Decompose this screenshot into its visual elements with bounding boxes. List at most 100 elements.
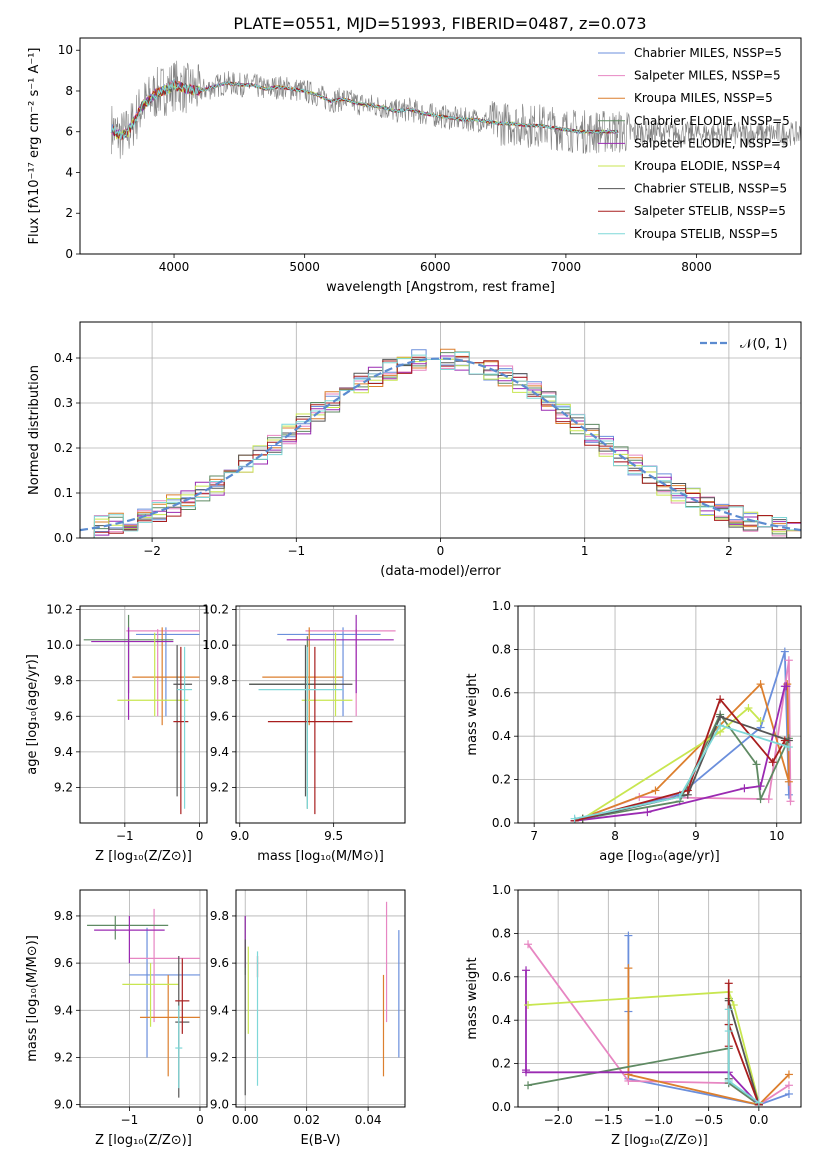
y-tick-label: 0.4 (492, 729, 511, 743)
plot-frame (79, 605, 208, 824)
plot-frame (79, 321, 802, 539)
age-vs-mass-plot-area (249, 614, 396, 815)
y-tick-label: 9.8 (54, 674, 73, 688)
legend-entry: Salpeter MILES, NSSP=5 (634, 69, 781, 83)
mass-weight-vs-age-plot-area (570, 647, 795, 823)
age-vs-Z-plot-area (83, 614, 200, 815)
x-axis-label: mass [log₁₀(M/M⊙)] (257, 849, 384, 864)
mass-weight-series-line (574, 724, 790, 820)
mass-weight-series-line (582, 706, 762, 820)
y-tick-label: 9.2 (54, 1050, 73, 1064)
y-tick-label: 9.0 (54, 1098, 73, 1112)
y-tick-label: 9.8 (54, 909, 73, 923)
spectrum-plot-area (110, 60, 801, 159)
y-tick-label: 0 (65, 247, 73, 261)
y-tick-label: 9.0 (210, 1098, 229, 1112)
x-tick-label: 6000 (420, 260, 451, 274)
x-tick-label: −0.5 (694, 1113, 723, 1127)
panel-age-vs-mass: 9.0 9.5 9.2 9.4 9.6 9.8 10.0 10.2 mass [log₁₀(M/… (202, 603, 406, 864)
x-axis-label: Z [log₁₀(Z/Z⊙)] (95, 849, 192, 864)
y-tick-label: 0.4 (54, 351, 73, 365)
mass-weight-series-line (582, 712, 790, 820)
plot-frame (235, 889, 406, 1108)
y-tick-label: 9.6 (210, 709, 229, 723)
x-axis-label: age [log₁₀(age/yr)] (599, 849, 720, 864)
plot-frame (517, 605, 802, 824)
legend-entry: Chabrier ELODIE, NSSP=5 (634, 114, 790, 128)
x-axis-label: (data-model)/error (380, 564, 501, 579)
panel-residuals: −2 −1 0 1 2 0.0 0.1 0.2 0.3 0.4 (data-model)/error… (27, 321, 802, 579)
x-tick-label: 9.5 (324, 829, 343, 843)
y-tick-label: 10.0 (46, 638, 73, 652)
y-tick-label: 0.1 (54, 486, 73, 500)
y-tick-label: 10 (58, 43, 73, 57)
y-tick-label: 10.2 (46, 603, 73, 617)
y-tick-label: 9.4 (54, 745, 73, 759)
y-tick-label: 9.8 (210, 909, 229, 923)
y-tick-label: 8 (65, 84, 73, 98)
y-tick-label: 0.8 (492, 642, 511, 656)
legend-entry: Kroupa ELODIE, NSSP=4 (634, 159, 781, 173)
x-axis-label: wavelength [Angstrom, rest frame] (326, 280, 555, 295)
y-tick-label: 4 (65, 165, 73, 179)
mass-vs-EBV-plot-area (244, 901, 400, 1096)
panel-mass-weight-vs-Z: −2.0 −1.5 −1.0 −0.5 0.0 0.0 0.2 0.4 0.6 0.8 1.0 Z [… (465, 883, 802, 1148)
legend-entry: Kroupa MILES, NSSP=5 (634, 91, 773, 105)
panel-mass-weight-vs-age: 7 8 9 10 0.0 0.2 0.4 0.6 0.8 1.0 age [log₁₀(age/yr… (465, 599, 802, 864)
x-axis-label: Z [log₁₀(Z/Z⊙)] (95, 1133, 192, 1148)
y-tick-label: 9.4 (210, 1003, 229, 1017)
observed-spectrum-line (111, 60, 801, 159)
x-tick-label: 9.0 (230, 829, 249, 843)
y-axis-label: mass weight (465, 673, 480, 755)
x-tick-label: −1 (121, 1113, 139, 1127)
y-tick-label: 0.2 (492, 1057, 511, 1071)
y-tick-label: 2 (65, 206, 73, 220)
y-tick-label: 9.6 (210, 956, 229, 970)
x-tick-label: 4000 (159, 260, 190, 274)
figure-title: PLATE=0551, MJD=51993, FIBERID=0487, z=0… (233, 14, 646, 33)
y-tick-label: 9.6 (54, 709, 73, 723)
mass-weight-series-line (574, 682, 790, 822)
mass-weight-vs-Z-plot-area (522, 931, 793, 1107)
panel-mass-vs-EBV: 0.00 0.02 0.04 9.0 9.2 9.4 9.6 9.8 E(B-V) (210, 889, 406, 1148)
mass-weight-series-line (627, 968, 790, 1106)
normal-reference-curve (80, 357, 801, 532)
x-tick-label: 0.0 (749, 1113, 768, 1127)
x-tick-label: 8000 (681, 260, 712, 274)
y-axis-label: mass [log₁₀(M/M⊙)] (25, 935, 40, 1062)
y-axis-label: Normed distribution (27, 365, 42, 495)
y-tick-label: 0.6 (492, 686, 511, 700)
x-tick-label: 0 (437, 544, 445, 558)
residual-histogram-step (93, 352, 801, 538)
residuals-plot-area (80, 348, 801, 538)
y-tick-label: 0.4 (492, 1013, 511, 1027)
y-tick-label: 9.4 (54, 1003, 73, 1017)
x-tick-label: 7000 (551, 260, 582, 274)
y-tick-label: 0.2 (492, 773, 511, 787)
y-tick-label: 1.0 (492, 599, 511, 613)
plot-frame (79, 889, 208, 1108)
y-tick-label: 0.3 (54, 396, 73, 410)
x-tick-label: −1 (116, 829, 134, 843)
x-tick-label: 0.00 (232, 1113, 259, 1127)
y-tick-label: 9.6 (54, 956, 73, 970)
y-tick-label: 9.2 (210, 780, 229, 794)
panel-age-vs-Z: −1 0 9.2 9.4 9.6 9.8 10.0 10.2 Z [log₁₀(Z/Z⊙)] ag… (25, 603, 208, 864)
plot-frame (79, 37, 802, 255)
y-tick-label: 10.2 (202, 603, 229, 617)
x-tick-label: 1 (581, 544, 589, 558)
legend-entry: Kroupa STELIB, NSSP=5 (634, 227, 778, 241)
x-tick-label: −1.0 (644, 1113, 673, 1127)
x-axis-label: Z [log₁₀(Z/Z⊙)] (611, 1133, 708, 1148)
y-tick-label: 10.0 (202, 638, 229, 652)
y-tick-label: 9.2 (210, 1050, 229, 1064)
y-tick-label: 0.0 (54, 531, 73, 545)
y-tick-label: 9.8 (210, 674, 229, 688)
legend-entry: 𝒩(0, 1) (740, 337, 787, 352)
mass-weight-series-line (527, 998, 760, 1106)
x-tick-label: 0.02 (293, 1113, 320, 1127)
residual-histogram-step (93, 355, 801, 538)
x-tick-label: −2 (143, 544, 161, 558)
plot-frame (235, 605, 406, 824)
y-axis-label: age [log₁₀(age/yr)] (25, 654, 40, 775)
